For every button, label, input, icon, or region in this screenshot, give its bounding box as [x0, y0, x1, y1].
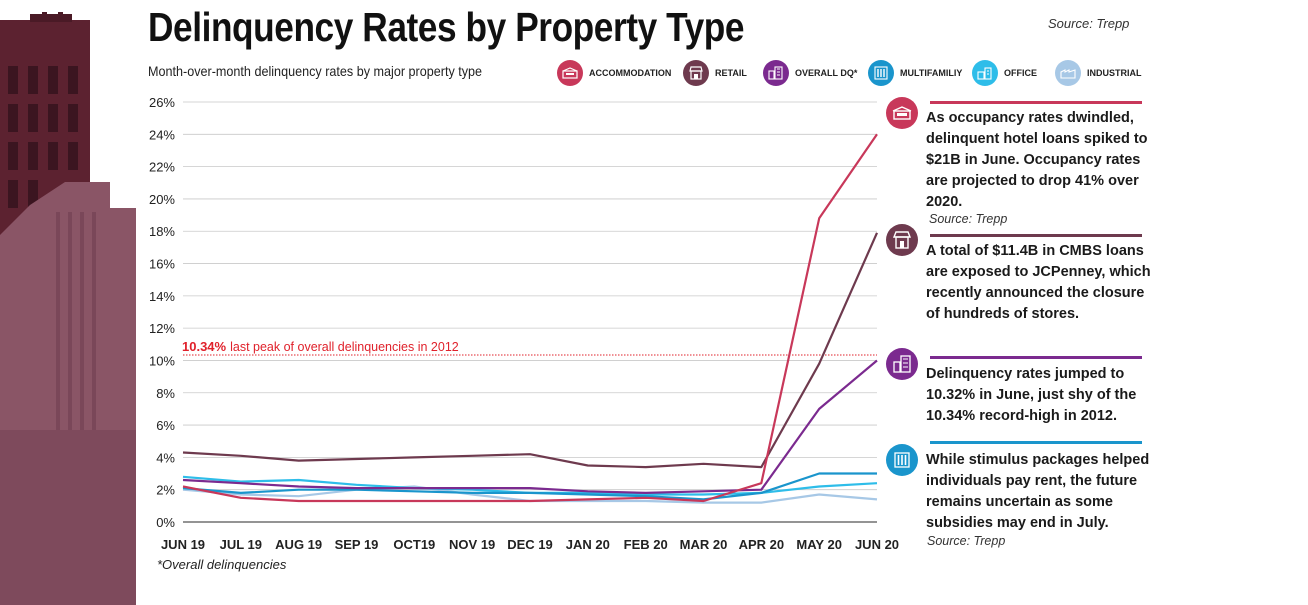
series-line-accommodation [182, 133, 878, 503]
series-line-retail [182, 232, 879, 469]
x-tick-label: FEB 20 [624, 537, 668, 552]
factory-icon [1055, 60, 1081, 86]
legend-label: ACCOMMODATION [589, 68, 672, 78]
x-tick-label: JUN 20 [855, 537, 899, 552]
x-tick-label: NOV 19 [449, 537, 495, 552]
legend-accommodation: ACCOMMODATION [557, 60, 671, 86]
y-tick-label: 24% [149, 127, 175, 142]
series-line-overall-dq [182, 359, 878, 494]
x-tick-label: APR 20 [739, 537, 785, 552]
y-tick-label: 26% [149, 95, 175, 110]
y-tick-label: 16% [149, 257, 175, 272]
y-tick-label: 6% [156, 418, 175, 433]
series-line-multifamiliy [182, 472, 877, 501]
hotel-icon [557, 60, 583, 86]
annotation-overall-dq: Delinquency rates jumped to 10.32% in Ju… [926, 366, 1137, 424]
buildings-icon [763, 60, 789, 86]
store-icon [683, 60, 709, 86]
y-tick-label: 8% [156, 386, 175, 401]
chart-subtitle: Month-over-month delinquency rates by ma… [148, 63, 483, 79]
source-label: Source: Trepp [1048, 16, 1130, 31]
legend-retail: RETAIL [683, 60, 747, 86]
y-tick-label: 2% [156, 483, 175, 498]
apartment-icon [868, 60, 894, 86]
buildings-icon [886, 348, 918, 380]
annotation-rule [930, 234, 1142, 237]
x-tick-label: MAR 20 [680, 537, 728, 552]
y-tick-label: 10% [149, 353, 175, 368]
chart-series [182, 133, 879, 504]
x-tick-label: JUN 19 [161, 537, 205, 552]
x-tick-label: JUL 19 [220, 537, 262, 552]
annotation-retail: A total of $11.4B in CMBS loans are expo… [926, 243, 1151, 322]
x-axis-ticks: JUN 19 JUL 19 AUG 19 SEP 19 OCT19 NOV 19 DEC 1… [161, 537, 899, 552]
legend-multifamily: MULTIFAMILIY [868, 60, 962, 86]
peak-annotation: 10.34% last peak of overall delinquencies… [182, 339, 459, 354]
annotation-multifamily: While stimulus packages helped individua… [926, 452, 1150, 531]
y-tick-label: 18% [149, 224, 175, 239]
legend-overall-dq: OVERALL DQ* [763, 60, 857, 86]
y-tick-label: 0% [156, 515, 175, 530]
x-tick-label: MAY 20 [796, 537, 842, 552]
office-icon [972, 60, 998, 86]
legend-label: OVERALL DQ* [795, 68, 858, 78]
chart-grid [183, 101, 877, 523]
legend-office: OFFICE [972, 60, 1037, 86]
annotation-rule [930, 101, 1142, 104]
y-tick-label: 20% [149, 192, 175, 207]
x-tick-label: SEP 19 [335, 537, 379, 552]
x-tick-label: OCT19 [393, 537, 435, 552]
store-icon [886, 224, 918, 256]
annotation-rule [930, 441, 1142, 444]
y-axis-ticks: 0% 2% 4% 6% 8% 10% 12% 14% 16% 18% 20% 22% 24% 26% [149, 95, 175, 530]
annotation-accommodation: As occupancy rates dwindled, delinquent … [926, 110, 1148, 210]
apartment-icon [886, 444, 918, 476]
annotation-source: Source: Trepp [929, 212, 1008, 226]
x-tick-label: AUG 19 [275, 537, 322, 552]
annotation-rule [930, 356, 1142, 359]
hotel-icon [886, 97, 918, 129]
x-tick-label: DEC 19 [507, 537, 553, 552]
annotation-source: Source: Trepp [927, 534, 1006, 548]
legend-label: MULTIFAMILIY [900, 68, 963, 78]
peak-value: 10.34% [182, 339, 227, 354]
y-tick-label: 12% [149, 321, 175, 336]
building-illustration [0, 12, 136, 605]
peak-text: last peak of overall delinquencies in 20… [230, 340, 459, 354]
y-tick-label: 4% [156, 450, 175, 465]
x-tick-label: JAN 20 [566, 537, 610, 552]
footnote: *Overall delinquencies [157, 557, 287, 572]
page-title: Delinquency Rates by Property Type [148, 4, 745, 50]
y-tick-label: 14% [149, 289, 175, 304]
legend-label: RETAIL [715, 68, 747, 78]
y-tick-label: 22% [149, 160, 175, 175]
legend-label: INDUSTRIAL [1087, 68, 1142, 78]
legend-industrial: INDUSTRIAL [1055, 60, 1142, 86]
legend-label: OFFICE [1004, 68, 1037, 78]
